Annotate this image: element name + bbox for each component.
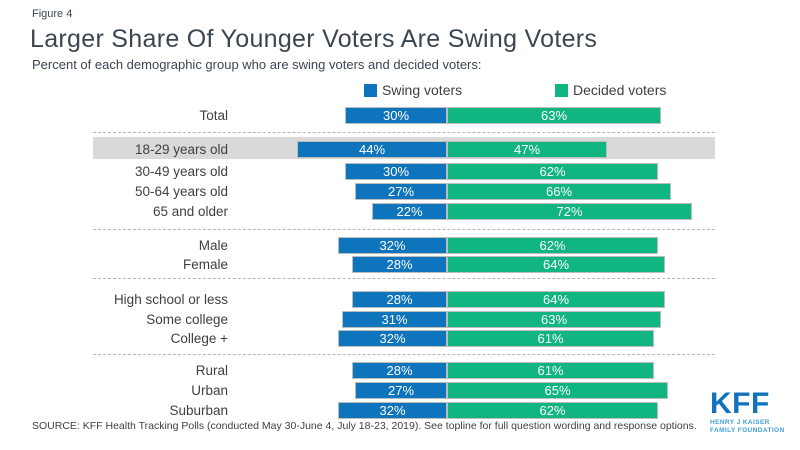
kff-logo-tagline: HENRY J KAISER FAMILY FOUNDATION <box>710 419 790 434</box>
kff-logo-text: KFF <box>710 387 770 420</box>
swing-bar-segment: 32% <box>338 402 447 419</box>
section-divider <box>93 354 715 355</box>
row-label: Female <box>182 257 228 272</box>
swing-bar-segment: 31% <box>342 311 447 328</box>
row-label: Male <box>198 238 228 253</box>
swing-bar-segment: 27% <box>355 382 447 399</box>
row-label: 18-29 years old <box>134 142 228 157</box>
decided-bar-segment: 72% <box>447 203 692 220</box>
decided-bar-segment: 62% <box>447 163 658 180</box>
decided-voters-swatch <box>555 83 568 97</box>
section-divider <box>93 229 715 230</box>
section-divider <box>93 132 715 133</box>
decided-bar-segment: 66% <box>447 183 671 200</box>
decided-bar-segment: 63% <box>447 107 661 124</box>
row-label: Rural <box>195 363 228 378</box>
row-label: 65 and older <box>152 204 228 219</box>
row-label: High school or less <box>113 292 228 307</box>
decided-bar-segment: 64% <box>447 291 665 308</box>
row-label: 50-64 years old <box>134 184 228 199</box>
legend-item-swing-voters: Swing voters <box>364 82 462 98</box>
source-note: SOURCE: KFF Health Tracking Polls (condu… <box>32 420 697 432</box>
decided-bar-segment: 62% <box>447 237 658 254</box>
legend: Swing voters Decided voters <box>0 82 800 98</box>
decided-bar-segment: 63% <box>447 311 661 328</box>
swing-bar-segment: 30% <box>345 163 447 180</box>
swing-bar-segment: 30% <box>345 107 447 124</box>
swing-bar-segment: 27% <box>355 183 447 200</box>
decided-bar-segment: 47% <box>447 141 607 158</box>
swing-bar-segment: 32% <box>338 237 447 254</box>
decided-bar-segment: 61% <box>447 362 654 379</box>
legend-label: Decided voters <box>573 82 667 98</box>
row-label: Some college <box>146 312 228 327</box>
decided-bar-segment: 62% <box>447 402 658 419</box>
legend-label: Swing voters <box>382 82 463 98</box>
row-label: Suburban <box>169 403 228 418</box>
kff-logo-tagline-line1: HENRY J KAISER <box>710 419 770 426</box>
row-label: Urban <box>191 383 228 398</box>
swing-bar-segment: 28% <box>352 291 447 308</box>
swing-bar-segment: 44% <box>297 141 447 158</box>
row-label: College + <box>170 331 228 346</box>
chart-subtitle: Percent of each demographic group who ar… <box>32 57 482 72</box>
swing-bar-segment: 28% <box>352 256 447 273</box>
row-label: 30-49 years old <box>134 164 228 179</box>
swing-voters-swatch <box>364 83 377 97</box>
swing-bar-segment: 32% <box>338 330 447 347</box>
decided-bar-segment: 61% <box>447 330 654 347</box>
kff-logo-tagline-line2: FAMILY FOUNDATION <box>710 426 785 434</box>
swing-bar-segment: 28% <box>352 362 447 379</box>
legend-item-decided-voters: Decided voters <box>555 82 666 98</box>
decided-bar-segment: 64% <box>447 256 665 273</box>
page-title: Larger Share Of Younger Voters Are Swing… <box>30 25 598 53</box>
row-label: Total <box>199 108 228 123</box>
decided-bar-segment: 65% <box>447 382 668 399</box>
section-divider <box>93 278 715 279</box>
swing-bar-segment: 22% <box>372 203 447 220</box>
figure-label: Figure 4 <box>32 8 73 20</box>
kff-logo: KFF HENRY J KAISER FAMILY FOUNDATION <box>710 387 790 434</box>
